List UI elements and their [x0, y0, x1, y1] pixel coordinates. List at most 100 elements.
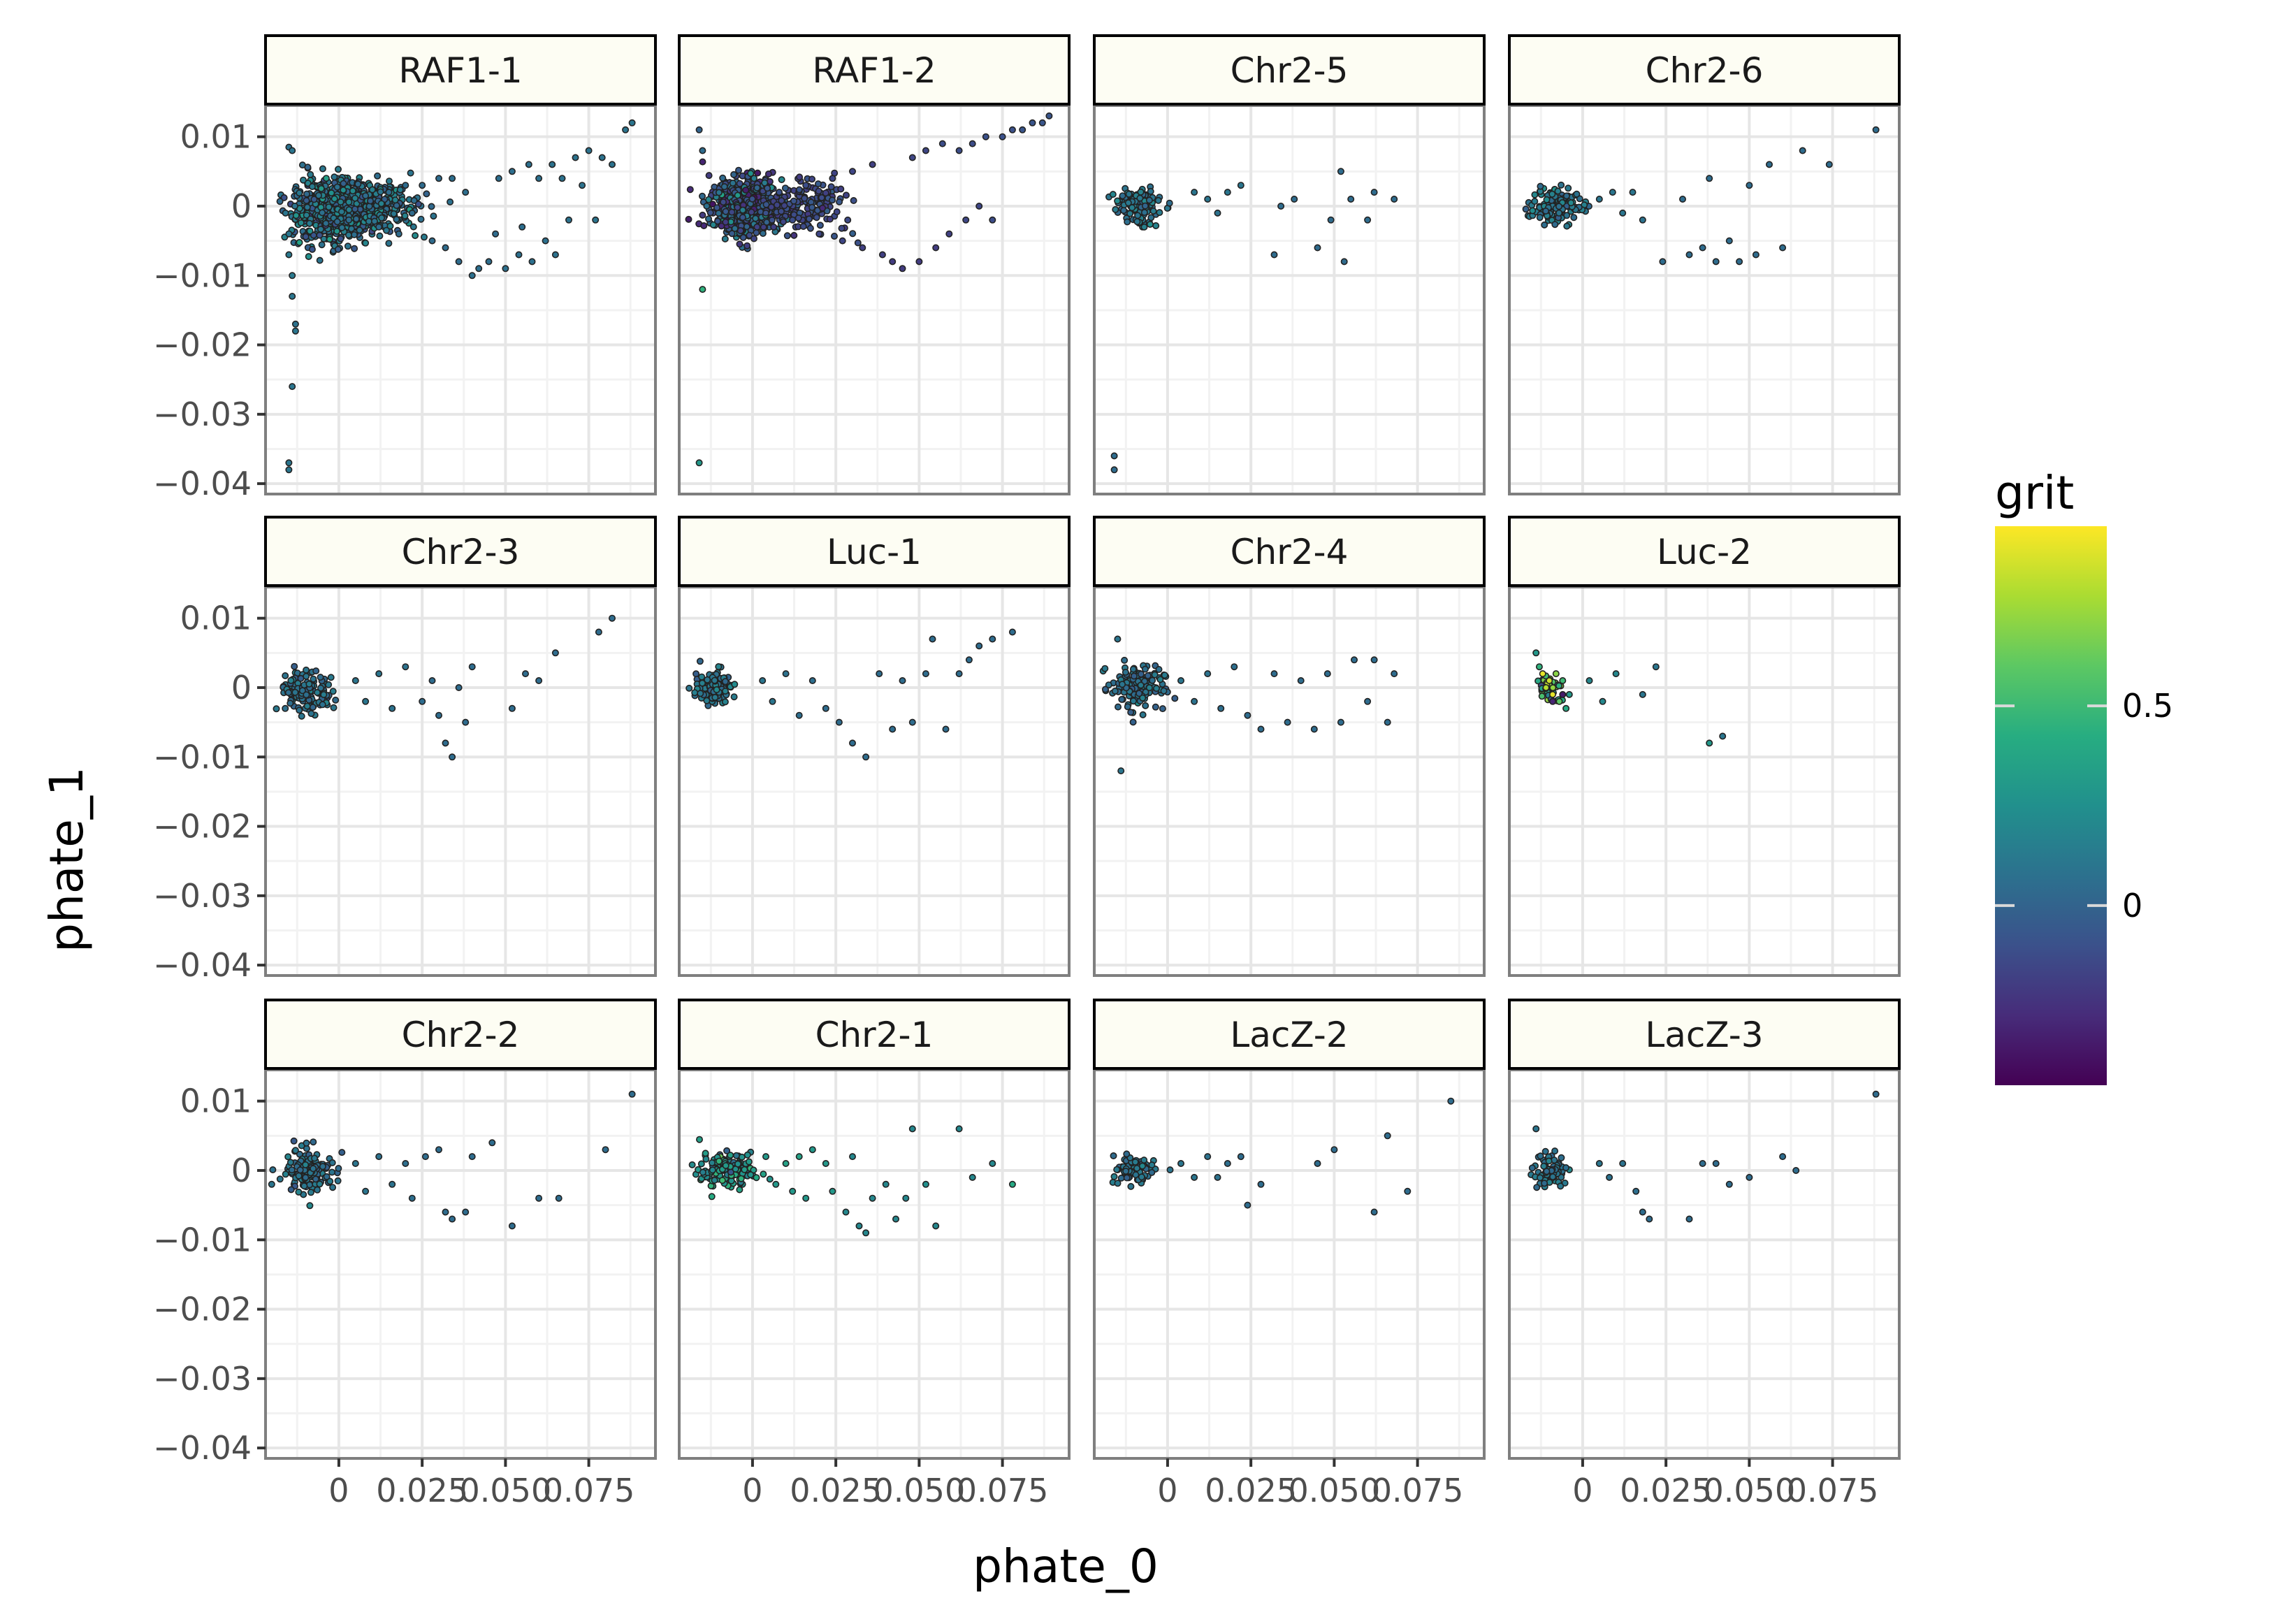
data-point — [1340, 258, 1348, 266]
data-point — [298, 161, 306, 169]
data-point — [345, 198, 353, 206]
data-point — [376, 232, 384, 240]
data-point — [385, 189, 393, 196]
data-point — [356, 226, 363, 234]
data-point — [329, 1184, 337, 1191]
facet-strip-label: LacZ-3 — [1645, 1015, 1763, 1055]
data-point — [1632, 1187, 1640, 1195]
data-point — [1629, 189, 1637, 196]
data-point — [770, 223, 778, 231]
points-chr2-5 — [1105, 168, 1398, 474]
data-point — [1619, 209, 1627, 217]
data-point — [736, 240, 743, 248]
x-tick-label: 0.025 — [1620, 1472, 1712, 1509]
data-point — [962, 216, 970, 224]
data-point — [385, 240, 393, 247]
legend-ticks: 0.50 — [1995, 687, 2173, 925]
data-point — [1121, 656, 1129, 664]
data-point — [1543, 196, 1551, 203]
x-tick-label: 0.075 — [957, 1472, 1049, 1509]
data-point — [420, 233, 428, 241]
x-tick-label: 0.075 — [543, 1472, 635, 1509]
data-point — [922, 1180, 929, 1188]
data-point — [739, 214, 746, 222]
x-tick-label: 0 — [328, 1472, 349, 1509]
data-point — [408, 1194, 416, 1202]
facet-panel-chr2-3: Chr2-3 — [264, 516, 657, 977]
data-point — [337, 235, 344, 242]
data-point — [1719, 732, 1727, 740]
data-point — [695, 126, 703, 133]
data-point — [843, 191, 850, 199]
data-point — [423, 190, 430, 198]
data-point — [428, 203, 435, 210]
data-point — [697, 1160, 705, 1168]
data-point — [892, 1215, 900, 1223]
facet-panel-lacz-3: LacZ-3 — [1508, 999, 1901, 1460]
data-point — [312, 1175, 319, 1183]
data-point — [1257, 1180, 1265, 1188]
data-point — [743, 242, 751, 249]
data-point — [1535, 663, 1543, 671]
panel-background — [1094, 106, 1484, 494]
data-point — [819, 204, 827, 212]
data-point — [280, 194, 288, 201]
data-point — [711, 676, 718, 684]
data-point — [1138, 1173, 1145, 1181]
data-point — [308, 182, 316, 190]
data-point — [333, 183, 341, 191]
data-point — [375, 670, 383, 678]
data-point — [989, 216, 996, 224]
data-point — [1404, 1187, 1412, 1195]
data-point — [754, 169, 762, 177]
y-tick-label: 0 — [231, 1152, 252, 1189]
points-chr2-2 — [268, 1090, 636, 1230]
data-point — [789, 216, 797, 224]
data-point — [708, 1193, 716, 1201]
data-point — [1546, 676, 1553, 684]
data-point — [572, 154, 579, 161]
data-point — [1549, 1173, 1557, 1181]
data-point — [719, 174, 727, 182]
data-point — [1327, 216, 1335, 224]
data-point — [310, 1138, 317, 1146]
data-point — [802, 182, 810, 189]
data-point — [769, 697, 776, 705]
data-point — [747, 170, 755, 177]
data-point — [836, 198, 843, 205]
data-point — [822, 1160, 829, 1168]
data-point — [878, 251, 886, 259]
data-point — [549, 161, 556, 168]
data-point — [703, 202, 711, 210]
data-point — [287, 1186, 295, 1194]
facet-panel-raf1-2: RAF1-2 — [678, 34, 1071, 495]
data-point — [1237, 1153, 1245, 1161]
x-tick-label: 0 — [1157, 1472, 1177, 1509]
data-point — [354, 180, 362, 188]
data-point — [1142, 702, 1149, 709]
data-point — [844, 216, 852, 224]
data-point — [1559, 690, 1567, 698]
data-point — [338, 224, 346, 231]
data-point — [508, 168, 516, 175]
data-point — [417, 215, 425, 223]
data-point — [764, 171, 772, 178]
data-point — [421, 1153, 429, 1161]
data-point — [778, 176, 785, 184]
data-point — [862, 753, 870, 761]
data-point — [1549, 697, 1557, 705]
data-point — [698, 192, 706, 200]
points-luc-2 — [1532, 649, 1727, 747]
data-point — [1384, 1132, 1391, 1140]
y-tick-label: −0.03 — [153, 877, 252, 915]
data-point — [1531, 198, 1539, 205]
data-point — [767, 203, 775, 211]
data-point — [989, 635, 996, 643]
data-point — [344, 231, 352, 239]
data-point — [728, 230, 736, 238]
data-point — [303, 211, 310, 219]
data-point — [722, 678, 730, 686]
data-point — [753, 1174, 760, 1182]
data-point — [1536, 214, 1544, 222]
data-point — [808, 203, 816, 211]
